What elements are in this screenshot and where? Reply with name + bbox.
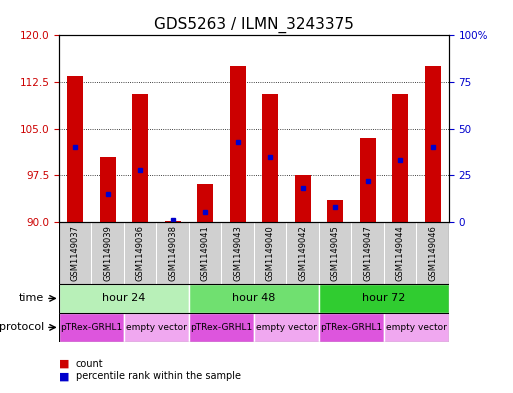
Bar	[360, 138, 376, 222]
Bar	[286, 222, 319, 284]
Bar	[294, 175, 311, 222]
Bar	[327, 200, 343, 222]
Title: GDS5263 / ILMN_3243375: GDS5263 / ILMN_3243375	[154, 17, 354, 33]
Bar	[384, 222, 417, 284]
Bar	[91, 222, 124, 284]
Text: hour 24: hour 24	[102, 294, 146, 303]
Text: empty vector: empty vector	[256, 323, 317, 332]
Bar	[132, 94, 148, 222]
Text: hour 48: hour 48	[232, 294, 275, 303]
Text: GSM1149044: GSM1149044	[396, 225, 405, 281]
Bar	[59, 222, 91, 284]
Bar	[165, 221, 181, 222]
Bar	[254, 222, 286, 284]
Bar	[189, 222, 222, 284]
Bar	[319, 222, 351, 284]
Bar	[67, 76, 83, 222]
Text: GSM1149037: GSM1149037	[71, 225, 80, 281]
Text: protocol: protocol	[0, 322, 45, 332]
Bar	[59, 284, 189, 313]
Bar	[156, 222, 189, 284]
Text: pTRex-GRHL1: pTRex-GRHL1	[320, 323, 383, 332]
Bar	[59, 313, 124, 342]
Text: empty vector: empty vector	[126, 323, 187, 332]
Bar	[417, 222, 449, 284]
Bar	[262, 94, 278, 222]
Text: percentile rank within the sample: percentile rank within the sample	[76, 371, 241, 382]
Text: GSM1149046: GSM1149046	[428, 225, 437, 281]
Text: GSM1149036: GSM1149036	[136, 225, 145, 281]
Text: GSM1149045: GSM1149045	[331, 225, 340, 281]
Text: pTRex-GRHL1: pTRex-GRHL1	[190, 323, 252, 332]
Bar	[189, 284, 319, 313]
Text: GSM1149040: GSM1149040	[266, 225, 274, 281]
Bar	[424, 66, 441, 222]
Bar	[319, 284, 449, 313]
Text: count: count	[76, 358, 104, 369]
Text: GSM1149039: GSM1149039	[103, 225, 112, 281]
Text: hour 72: hour 72	[362, 294, 406, 303]
Bar	[392, 94, 408, 222]
Text: GSM1149047: GSM1149047	[363, 225, 372, 281]
Bar	[124, 313, 189, 342]
Text: empty vector: empty vector	[386, 323, 447, 332]
Bar	[189, 313, 254, 342]
Text: GSM1149042: GSM1149042	[298, 225, 307, 281]
Text: pTRex-GRHL1: pTRex-GRHL1	[61, 323, 123, 332]
Text: GSM1149041: GSM1149041	[201, 225, 210, 281]
Bar	[254, 313, 319, 342]
Text: ■: ■	[59, 371, 69, 382]
Bar	[222, 222, 254, 284]
Bar	[351, 222, 384, 284]
Bar	[124, 222, 156, 284]
Text: time: time	[19, 294, 45, 303]
Bar	[100, 156, 116, 222]
Text: GSM1149038: GSM1149038	[168, 225, 177, 281]
Bar	[197, 184, 213, 222]
Bar	[229, 66, 246, 222]
Bar	[319, 313, 384, 342]
Text: ■: ■	[59, 358, 69, 369]
Bar	[384, 313, 449, 342]
Text: GSM1149043: GSM1149043	[233, 225, 242, 281]
